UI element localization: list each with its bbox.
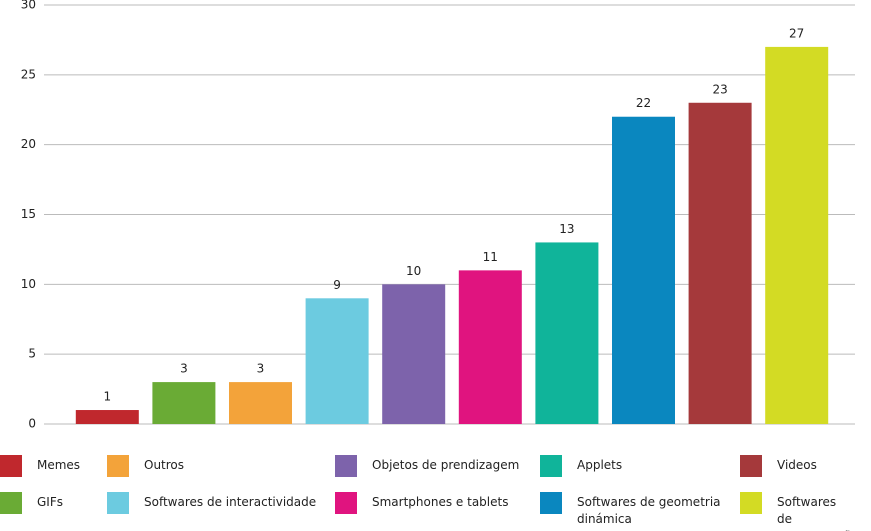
legend-swatch (107, 455, 129, 477)
bar (688, 102, 752, 425)
value-label: 3 (180, 362, 188, 376)
value-label: 10 (406, 264, 421, 278)
value-label: 22 (636, 96, 651, 110)
legend-swatch (335, 492, 357, 514)
y-tick-label: 30 (21, 0, 36, 12)
legend-label: Applets (577, 458, 623, 472)
legend-swatch (740, 492, 762, 514)
bar (229, 382, 292, 424)
bar (535, 242, 599, 424)
legend-swatch (0, 492, 22, 514)
bar (75, 410, 139, 424)
value-label: 13 (559, 222, 574, 236)
legend-label: Objetos de prendizagem (372, 458, 520, 472)
legend-item: Smartphones e tablets (335, 492, 542, 514)
bar (305, 298, 369, 424)
value-label: 23 (712, 82, 727, 96)
value-label: 27 (789, 26, 804, 40)
legend-swatch (335, 455, 357, 477)
legend-label: Softwares de interactividade (144, 495, 317, 509)
y-tick-label: 0 (28, 417, 36, 431)
legend-swatch (540, 455, 562, 477)
legend-swatch (0, 455, 22, 477)
y-tick-label: 10 (21, 277, 36, 291)
bar (612, 116, 675, 424)
bar (382, 284, 446, 424)
legend-item: Outros (107, 455, 324, 477)
legend-label: Softwares de apresentação (777, 495, 859, 531)
bar (765, 46, 829, 425)
bar (458, 270, 522, 424)
y-tick-label: 5 (28, 347, 36, 361)
legend-label: GIFs (37, 495, 63, 509)
legend-item: Memes (0, 455, 117, 477)
legend-swatch (107, 492, 129, 514)
legend-swatch (540, 492, 562, 514)
legend-item: Softwares de geometria dinámica (540, 492, 722, 528)
value-label: 9 (333, 278, 341, 292)
legend-label: Memes (37, 458, 81, 472)
legend-item: GIFs (0, 492, 117, 514)
value-label: 11 (483, 250, 498, 264)
legend-swatch (740, 455, 762, 477)
legend-label: Outros (144, 458, 185, 472)
legend-label: Softwares de geometria dinámica (577, 495, 721, 526)
legend-item: Applets (540, 455, 722, 477)
value-label: 3 (257, 362, 265, 376)
y-tick-label: 20 (21, 137, 36, 151)
legend-item: Objetos de prendizagem (335, 455, 542, 477)
bar (152, 382, 216, 424)
y-tick-label: 15 (21, 207, 36, 221)
legend-label: Smartphones e tablets (372, 495, 509, 509)
legend-item: Videos (740, 455, 847, 477)
legend-label: Videos (777, 458, 817, 472)
value-label: 1 (103, 390, 111, 404)
legend-item: Softwares de apresentação (740, 492, 859, 531)
legend-item: Softwares de interactividade (107, 492, 324, 514)
y-tick-label: 25 (21, 67, 36, 81)
